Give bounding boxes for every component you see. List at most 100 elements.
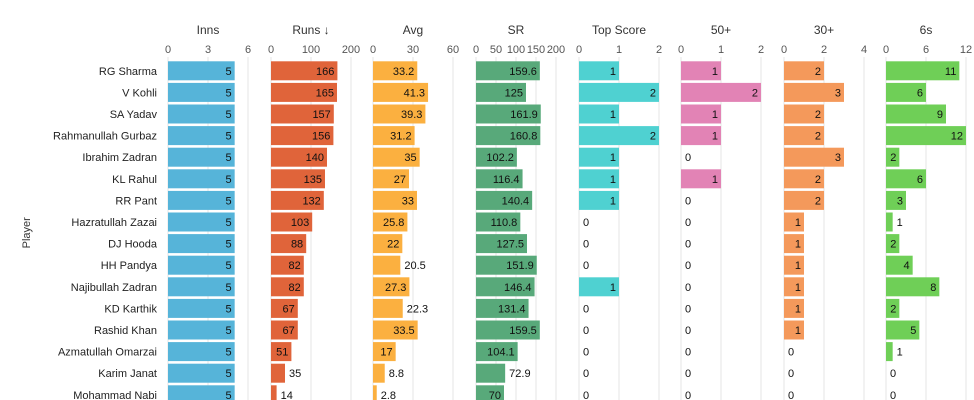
bar <box>271 190 324 210</box>
bar <box>271 82 337 102</box>
bar <box>271 147 327 167</box>
bar <box>784 298 804 318</box>
panel-header: 6s <box>920 23 933 37</box>
data-label: 33 <box>402 195 414 207</box>
bar <box>373 255 401 275</box>
data-label: 3 <box>835 87 841 99</box>
data-label: 5 <box>226 174 232 186</box>
bar <box>886 298 900 318</box>
bar <box>886 255 913 275</box>
data-label: 31.2 <box>390 131 411 143</box>
bar <box>579 190 619 210</box>
tick-label: 2 <box>656 44 662 56</box>
bar <box>784 255 804 275</box>
data-label: 5 <box>226 303 232 315</box>
player-label: RG Sharma <box>99 66 158 78</box>
data-label: 0 <box>685 347 691 359</box>
data-label: 2 <box>890 152 896 164</box>
data-label: 0 <box>685 368 691 380</box>
data-label: 2 <box>650 87 656 99</box>
data-label: 35 <box>404 152 416 164</box>
tick-label: 3 <box>205 44 211 56</box>
data-label: 1 <box>795 282 801 294</box>
bar <box>168 255 235 275</box>
tick-label: 100 <box>302 44 320 56</box>
bar <box>579 61 619 81</box>
data-label: 125 <box>505 87 523 99</box>
data-label: 2 <box>815 131 821 143</box>
bar <box>476 212 521 232</box>
data-label: 0 <box>583 325 589 337</box>
tick-label: 1 <box>718 44 724 56</box>
data-label: 103 <box>291 217 309 229</box>
data-label: 3 <box>835 152 841 164</box>
bar <box>886 234 900 254</box>
bar <box>271 320 298 340</box>
data-label: 0 <box>788 347 794 359</box>
tick-label: 12 <box>960 44 972 56</box>
tick-label: 30 <box>407 44 419 56</box>
data-label: 2 <box>890 239 896 251</box>
bar <box>476 385 504 400</box>
bar <box>476 342 518 362</box>
data-label: 1 <box>795 325 801 337</box>
player-label: KD Karthik <box>104 303 157 315</box>
bar <box>681 82 761 102</box>
bar <box>373 234 403 254</box>
bar <box>476 104 541 124</box>
bar <box>784 169 824 189</box>
player-label: KL Rahul <box>112 174 157 186</box>
data-label: 22.3 <box>407 303 428 315</box>
data-label: 1 <box>610 282 616 294</box>
data-label: 0 <box>890 368 896 380</box>
data-label: 27 <box>394 174 406 186</box>
data-label: 1 <box>610 152 616 164</box>
data-label: 70 <box>489 390 501 400</box>
bar <box>784 190 824 210</box>
data-label: 22 <box>387 239 399 251</box>
player-label: HH Pandya <box>101 260 158 272</box>
bar <box>271 298 298 318</box>
data-label: 33.2 <box>393 66 414 78</box>
data-label: 5 <box>226 87 232 99</box>
data-label: 3 <box>897 195 903 207</box>
bar <box>784 147 844 167</box>
bar <box>579 104 619 124</box>
bar <box>168 82 235 102</box>
data-label: 5 <box>226 152 232 164</box>
bar <box>784 320 804 340</box>
bar <box>886 126 966 146</box>
data-label: 72.9 <box>509 368 530 380</box>
bar <box>373 277 410 297</box>
data-label: 5 <box>910 325 916 337</box>
bar <box>373 342 396 362</box>
tick-label: 2 <box>758 44 764 56</box>
bar <box>886 320 920 340</box>
bar <box>476 82 526 102</box>
panel-header: Top Score <box>592 23 646 37</box>
data-label: 67 <box>283 303 295 315</box>
data-label: 1 <box>795 303 801 315</box>
player-label: Najibullah Zadran <box>71 282 157 294</box>
data-label: 17 <box>380 347 392 359</box>
panel-header: SR <box>508 23 525 37</box>
data-label: 157 <box>312 109 330 121</box>
data-label: 5 <box>226 390 232 400</box>
tick-label: 200 <box>547 44 565 56</box>
tick-label: 6 <box>923 44 929 56</box>
data-label: 131.4 <box>498 303 526 315</box>
player-label: RR Pant <box>115 195 157 207</box>
bar <box>271 234 307 254</box>
data-label: 0 <box>583 217 589 229</box>
data-label: 0 <box>583 368 589 380</box>
tick-label: 0 <box>678 44 684 56</box>
bar <box>168 104 235 124</box>
data-label: 1 <box>795 239 801 251</box>
bar <box>476 298 529 318</box>
data-label: 2 <box>815 109 821 121</box>
bar <box>886 169 926 189</box>
bar <box>476 147 517 167</box>
data-label: 35 <box>289 368 301 380</box>
